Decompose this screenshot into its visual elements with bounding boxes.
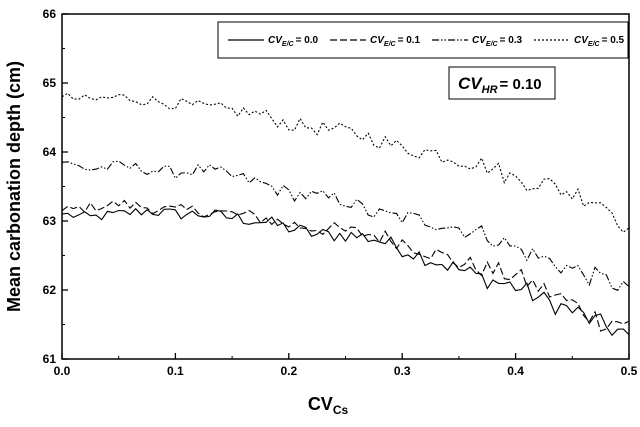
- legend-items: CVE/C = 0.0 CVE/C = 0.1 CVE/C = 0.3 CVE/C = 0.5: [228, 35, 625, 48]
- x-tick-label: 0.4: [507, 364, 524, 378]
- plot-frame-group: [61, 13, 630, 360]
- y-axis-label: Mean carbonation depth (cm): [4, 61, 24, 312]
- y-tick-label: 65: [43, 76, 57, 90]
- legend-value: = 0.3: [500, 35, 523, 46]
- series-line-1: [61, 199, 630, 332]
- x-tick-label: 0.0: [54, 364, 71, 378]
- x-axis-label-main: CV: [308, 394, 333, 414]
- legend-value: = 0.5: [602, 35, 625, 46]
- legend-label-1: CVE/C = 0.1: [370, 35, 421, 48]
- x-axis-label-sub: Cs: [333, 403, 349, 417]
- legend: CVE/C = 0.0 CVE/C = 0.1 CVE/C = 0.3 CVE/C = 0.5: [217, 21, 629, 59]
- y-tick-label: 61: [43, 352, 57, 366]
- legend-label-3: CVE/C = 0.5: [574, 35, 625, 48]
- x-axis-ticks: 0.0 0.1 0.2 0.3 0.4 0.5: [54, 353, 638, 378]
- y-axis-ticks: 61 62 63 64 65 66: [43, 7, 68, 366]
- x-tick-label: 0.1: [167, 364, 184, 378]
- legend-label-0: CVE/C = 0.0: [268, 35, 319, 48]
- legend-sub: E/C: [384, 41, 397, 48]
- legend-label-2: CVE/C = 0.3: [472, 35, 523, 48]
- legend-sub: E/C: [588, 41, 601, 48]
- plot-frame: [61, 13, 630, 360]
- legend-prefix: CV: [370, 35, 385, 46]
- y-tick-label: 64: [43, 145, 57, 159]
- x-tick-label: 0.2: [280, 364, 297, 378]
- annotation-value: = 0.10: [500, 76, 542, 93]
- legend-prefix: CV: [574, 35, 589, 46]
- annotation-box: [448, 66, 556, 100]
- y-tick-label: 63: [43, 214, 57, 228]
- series-layer: [61, 92, 630, 337]
- series-line-3: [61, 92, 630, 233]
- legend-value: = 0.0: [296, 35, 319, 46]
- x-tick-label: 0.3: [394, 364, 411, 378]
- legend-sub: E/C: [282, 41, 295, 48]
- legend-prefix: CV: [472, 35, 487, 46]
- annotation-sub: HR: [482, 84, 498, 96]
- x-tick-label: 0.5: [621, 364, 638, 378]
- legend-value: = 0.1: [398, 35, 421, 46]
- legend-sub: E/C: [486, 41, 499, 48]
- y-tick-label: 66: [43, 7, 57, 21]
- annotation: CVHR = 0.10: [448, 66, 556, 100]
- annotation-text: CVHR = 0.10: [458, 74, 542, 96]
- y-tick-label: 62: [43, 283, 57, 297]
- series-line-2: [61, 160, 630, 291]
- legend-prefix: CV: [268, 35, 283, 46]
- x-axis-label: CVCs: [308, 394, 349, 417]
- annotation-prefix: CV: [458, 74, 483, 93]
- series-line-0: [61, 207, 630, 337]
